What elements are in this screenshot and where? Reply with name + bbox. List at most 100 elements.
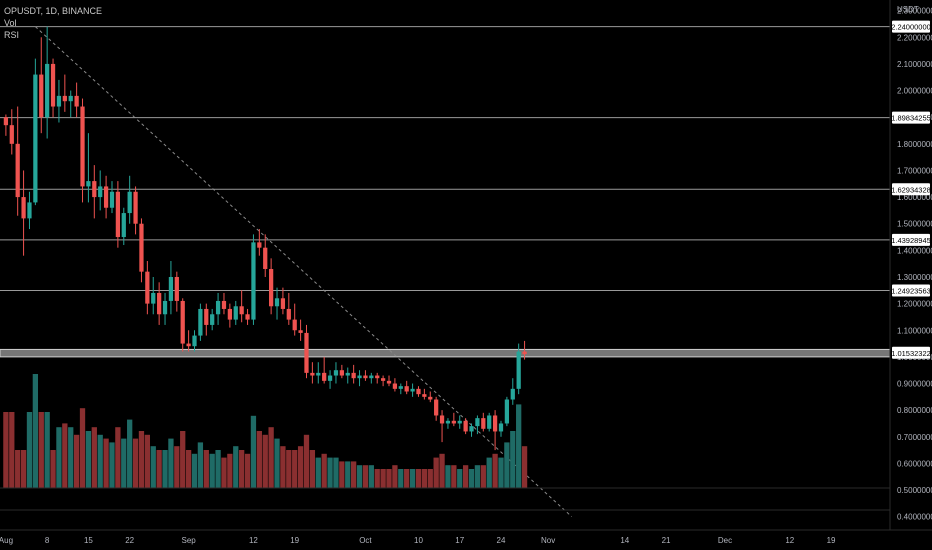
- volume-bar: [350, 461, 357, 488]
- chart-legend: OPUSDT, 1D, BINANCE Vol RSI: [4, 5, 102, 41]
- candle-body: [27, 202, 32, 219]
- volume-bar: [156, 450, 162, 488]
- candle-body: [404, 386, 409, 392]
- candle: [504, 396, 510, 427]
- candle-body: [280, 298, 286, 309]
- candle-body: [322, 372, 327, 381]
- candle-body: [210, 314, 215, 325]
- candle: [316, 362, 321, 384]
- volume-bar: [504, 442, 510, 488]
- candle: [445, 418, 451, 429]
- candle: [121, 207, 126, 246]
- candle-body: [127, 191, 132, 214]
- candle-body: [45, 63, 50, 118]
- time-tick-label: 15: [84, 536, 93, 545]
- candle-body: [451, 420, 456, 424]
- volume-bar: [339, 461, 345, 488]
- price-tick-label: 2.10000000: [897, 60, 932, 69]
- candle-body: [50, 63, 56, 107]
- volume-bar: [50, 450, 56, 488]
- candle: [245, 308, 250, 325]
- candle: [3, 114, 9, 136]
- volume-bar: [345, 461, 351, 488]
- candle-body: [475, 418, 480, 427]
- candle: [469, 423, 474, 437]
- candle-body: [510, 388, 515, 400]
- candle: [481, 412, 486, 432]
- volume-bar: [274, 438, 280, 488]
- candle-body: [3, 117, 9, 126]
- rsi-indicator-label[interactable]: RSI: [4, 30, 20, 40]
- candle-body: [469, 426, 474, 432]
- support-zone[interactable]: [0, 348, 891, 358]
- price-axis[interactable]: 2.30000000 2.20000000 2.10000000 2.00000000…: [897, 7, 932, 522]
- candle-body: [133, 191, 138, 224]
- price-level-label[interactable]: 1.43928945: [891, 233, 931, 246]
- time-tick-label: 10: [414, 536, 423, 545]
- candle: [204, 303, 209, 336]
- candle-body: [180, 300, 185, 344]
- candle-body: [33, 74, 38, 203]
- volume-bar: [268, 427, 274, 488]
- volume-bar: [185, 450, 192, 488]
- volume-indicator-label[interactable]: Vol: [4, 18, 17, 28]
- volume-bar: [215, 450, 221, 488]
- candle: [498, 420, 504, 437]
- volume-bar: [9, 412, 15, 488]
- candle-body: [98, 186, 103, 198]
- volume-bar: [244, 453, 251, 488]
- candle-body: [286, 308, 291, 320]
- volume-bar: [356, 465, 363, 488]
- candle-body: [292, 319, 297, 331]
- volume-bar: [38, 412, 44, 488]
- price-level-label[interactable]: 1.01532322: [891, 346, 931, 359]
- candle: [292, 303, 297, 336]
- candle-body: [310, 372, 315, 376]
- volume-bar: [162, 450, 168, 488]
- candle-body: [198, 308, 203, 336]
- price-level-label[interactable]: 2.24000000: [891, 20, 931, 33]
- time-tick-label: 19: [290, 536, 299, 545]
- currency-label: USDT: [897, 5, 919, 14]
- candle: [145, 261, 150, 315]
- volume-bar: [97, 434, 103, 488]
- price-level-label[interactable]: 1.62934328: [891, 183, 931, 196]
- price-level-label-text: 1.24923563: [891, 287, 931, 296]
- candle: [192, 330, 197, 352]
- candle: [45, 26, 50, 139]
- candle: [392, 378, 398, 392]
- time-axis[interactable]: Aug 8 15 22 Sep 12 19 Oct 10 17 24 Nov 14 21 Dec 12 19: [0, 536, 836, 545]
- volume-bar: [191, 453, 198, 488]
- trendline[interactable]: [35, 26, 573, 518]
- candle: [21, 170, 26, 256]
- volume-bar: [480, 465, 486, 488]
- volume-bar: [457, 469, 463, 488]
- volume-bar: [79, 408, 86, 488]
- candle: [398, 383, 403, 395]
- volume-bar: [280, 446, 286, 488]
- volume-bar: [492, 453, 498, 488]
- volume-bar: [415, 469, 422, 488]
- volume-bar: [498, 457, 504, 488]
- candle-body: [139, 223, 144, 272]
- volume-bar: [227, 453, 233, 488]
- volume-bar: [368, 465, 374, 488]
- candle-body: [227, 308, 232, 320]
- candle-body: [86, 181, 91, 187]
- volume-bar: [197, 442, 204, 488]
- candle-body: [263, 247, 268, 269]
- candle-body: [398, 386, 403, 389]
- volume-bar: [85, 431, 92, 488]
- symbol-line[interactable]: OPUSDT, 1D, BINANCE: [4, 6, 103, 16]
- volume-bar: [362, 465, 369, 488]
- candle: [333, 362, 339, 384]
- price-level-label-bg: [892, 183, 930, 196]
- price-level-label-bg: [892, 20, 930, 33]
- price-tick-label: 1.30000000: [897, 273, 932, 282]
- candle-body: [445, 420, 451, 424]
- volume-bar: [3, 412, 9, 488]
- candle: [98, 170, 103, 211]
- price-level-label[interactable]: 1.89834255: [891, 111, 931, 124]
- price-level-label[interactable]: 1.24923563: [891, 284, 931, 297]
